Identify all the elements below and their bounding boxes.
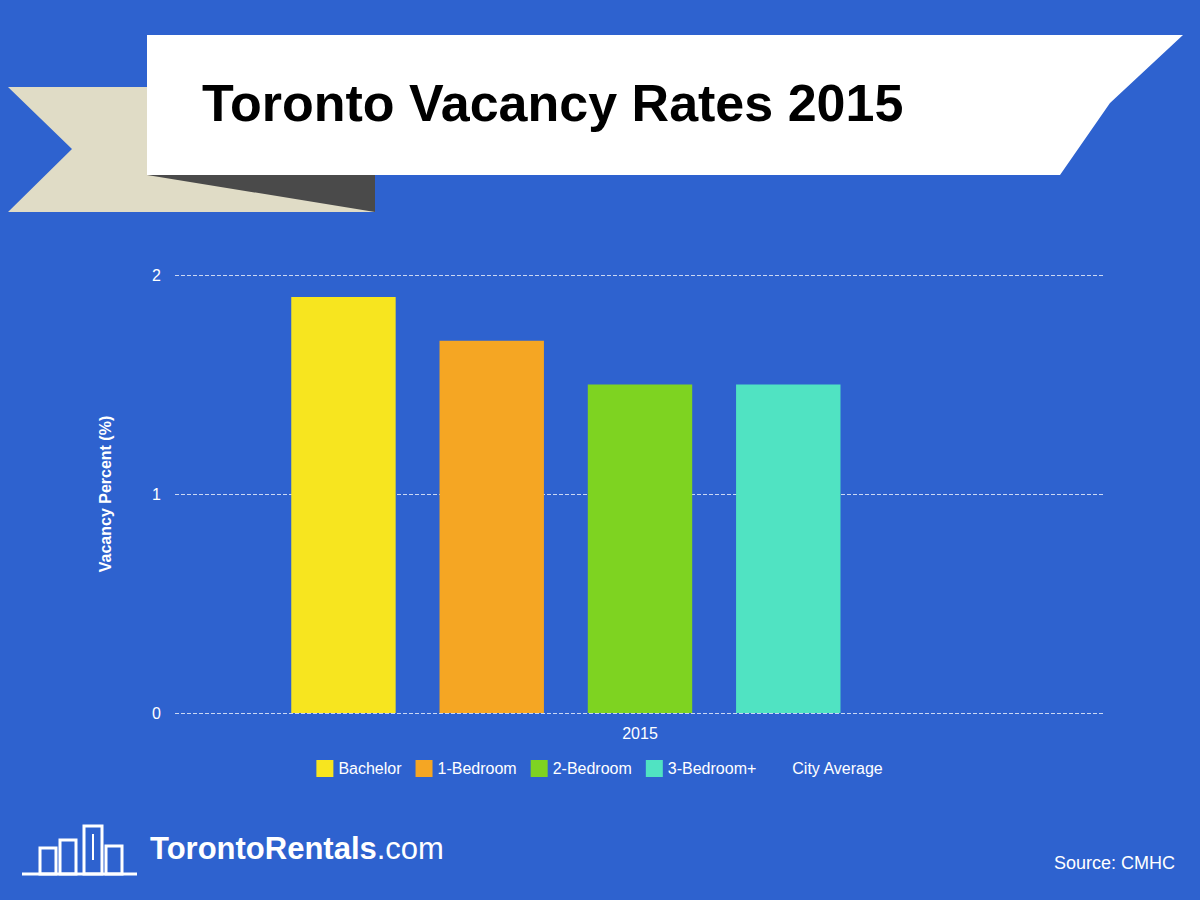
svg-text:2-Bedroom: 2-Bedroom (553, 760, 632, 777)
svg-text:1-Bedroom: 1-Bedroom (438, 760, 517, 777)
svg-text:.com: .com (377, 831, 444, 866)
svg-text:2: 2 (152, 267, 161, 284)
svg-text:Bachelor: Bachelor (338, 760, 402, 777)
svg-text:2015: 2015 (622, 725, 658, 742)
svg-text:Toronto Vacancy Rates 2015: Toronto Vacancy Rates 2015 (202, 74, 903, 132)
svg-text:Source: CMHC: Source: CMHC (1054, 853, 1175, 873)
svg-text:0: 0 (152, 705, 161, 722)
svg-text:City Average: City Average (792, 760, 883, 777)
svg-text:3-Bedroom+: 3-Bedroom+ (668, 760, 757, 777)
svg-text:TorontoRentals: TorontoRentals (150, 831, 377, 866)
svg-text:Vacancy Percent (%): Vacancy Percent (%) (97, 416, 114, 573)
svg-text:1: 1 (152, 486, 161, 503)
